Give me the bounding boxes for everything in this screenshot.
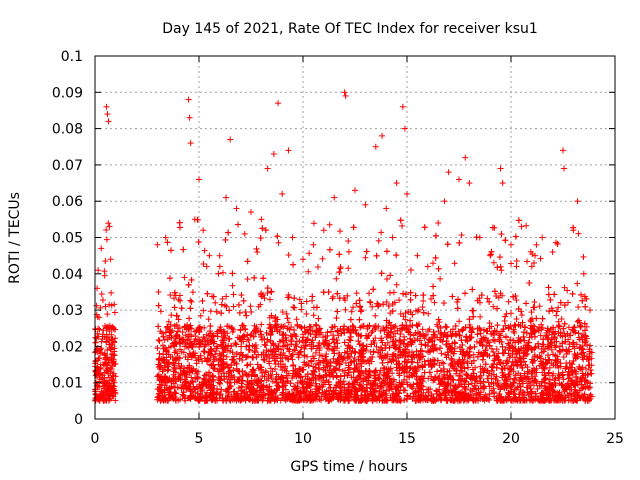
data-points bbox=[92, 89, 595, 404]
band-point bbox=[372, 313, 378, 319]
band-point bbox=[574, 281, 580, 287]
band-point bbox=[294, 316, 300, 322]
band-point bbox=[477, 314, 483, 320]
band-point bbox=[513, 316, 519, 322]
band-point bbox=[189, 299, 195, 305]
band-point bbox=[337, 228, 343, 234]
band-point bbox=[100, 297, 106, 303]
band-point bbox=[420, 304, 426, 310]
band-point bbox=[231, 304, 237, 310]
band-point bbox=[399, 223, 405, 229]
band-point bbox=[103, 227, 109, 233]
band-point bbox=[523, 223, 529, 229]
band-point bbox=[562, 285, 568, 291]
band-point bbox=[494, 346, 500, 352]
band-point bbox=[320, 256, 326, 262]
band-point bbox=[349, 309, 355, 315]
band-point bbox=[93, 339, 99, 345]
band-point bbox=[202, 248, 208, 254]
band-point bbox=[244, 363, 250, 369]
band-point bbox=[176, 297, 182, 303]
band-point bbox=[504, 311, 510, 317]
band-point bbox=[378, 229, 384, 235]
band-point bbox=[112, 335, 118, 341]
band-point bbox=[245, 276, 251, 282]
band-point bbox=[478, 331, 484, 337]
band-point bbox=[304, 298, 310, 304]
band-point bbox=[112, 310, 118, 316]
band-point bbox=[173, 348, 179, 354]
band-point bbox=[538, 256, 544, 262]
band-point bbox=[315, 264, 321, 270]
band-point bbox=[514, 258, 520, 264]
band-point bbox=[571, 340, 577, 346]
band-point bbox=[456, 318, 462, 324]
band-point bbox=[553, 312, 559, 318]
band-point bbox=[104, 311, 110, 317]
band-point bbox=[498, 264, 504, 270]
band-point bbox=[376, 238, 382, 244]
band-point bbox=[102, 258, 108, 264]
band-point bbox=[206, 370, 212, 376]
band-point bbox=[268, 365, 274, 371]
band-point bbox=[286, 252, 292, 258]
band-point bbox=[577, 365, 583, 371]
band-point bbox=[350, 304, 356, 310]
band-point bbox=[583, 366, 589, 372]
band-point bbox=[327, 222, 333, 228]
band-point bbox=[524, 258, 530, 264]
band-point bbox=[564, 288, 570, 294]
band-point bbox=[177, 298, 183, 304]
band-point bbox=[575, 304, 581, 310]
band-point bbox=[212, 300, 218, 306]
band-point bbox=[290, 304, 296, 310]
band-point bbox=[508, 260, 514, 266]
band-point bbox=[333, 276, 339, 282]
band-point bbox=[108, 290, 114, 296]
band-point bbox=[506, 299, 512, 305]
band-point bbox=[561, 354, 567, 360]
band-point bbox=[430, 260, 436, 266]
band-point bbox=[425, 311, 431, 317]
band-point bbox=[229, 283, 235, 289]
band-point bbox=[559, 316, 565, 322]
band-point bbox=[105, 220, 111, 226]
band-point bbox=[433, 388, 439, 394]
band-point bbox=[112, 326, 118, 332]
band-point bbox=[420, 298, 426, 304]
band-point bbox=[345, 265, 351, 271]
band-point bbox=[441, 361, 447, 367]
band-point bbox=[217, 253, 223, 259]
band-point bbox=[416, 307, 422, 313]
band-point bbox=[311, 312, 317, 318]
band-point bbox=[491, 260, 497, 266]
chart-title: Day 145 of 2021, Rate Of TEC Index for r… bbox=[162, 21, 538, 37]
band-point bbox=[267, 297, 273, 303]
band-point bbox=[248, 303, 254, 309]
band-point bbox=[532, 253, 538, 259]
band-point bbox=[242, 309, 248, 315]
band-point bbox=[342, 307, 348, 313]
band-point bbox=[230, 291, 236, 297]
band-point bbox=[441, 372, 447, 378]
band-point bbox=[490, 349, 496, 355]
band-point bbox=[554, 308, 560, 314]
band-point bbox=[452, 260, 458, 266]
band-point bbox=[508, 310, 514, 316]
band-point bbox=[391, 289, 397, 295]
band-point bbox=[431, 300, 437, 306]
band-point bbox=[519, 312, 525, 318]
band-point bbox=[187, 297, 193, 303]
band-point bbox=[394, 282, 400, 288]
band-point bbox=[99, 291, 105, 297]
band-point bbox=[200, 308, 206, 314]
band-point bbox=[104, 237, 110, 243]
